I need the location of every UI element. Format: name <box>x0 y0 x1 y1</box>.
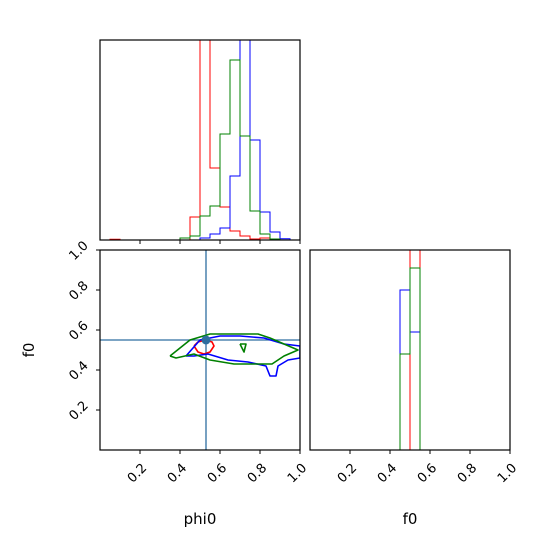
contour-frame <box>99 249 301 451</box>
contour-1 <box>193 339 215 355</box>
contour-x-tick-label-2: 0.4 <box>165 461 190 486</box>
contour-y-tick-label-1: 0.2 <box>66 398 91 423</box>
phi0-histogram-frame <box>99 39 301 241</box>
contour-4 <box>239 343 247 353</box>
phi0-histogram-ticks <box>139 240 301 244</box>
x-axis-title-f0: f0 <box>403 510 418 528</box>
contour-y-tick-label-2: 0.4 <box>66 358 91 383</box>
contour-marks <box>100 250 300 450</box>
f0-hist-series-3-step <box>310 267 510 450</box>
phi0-histogram-panel <box>99 39 301 244</box>
contour-y-tick-label-5: 1.0 <box>66 238 91 263</box>
f0-hist-x-tick-label-3: 0.6 <box>415 461 440 486</box>
contour-y-tick-label-4: 0.8 <box>66 278 91 303</box>
f0-hist-x-tick-label-5: 1.0 <box>495 461 520 486</box>
phi0-hist-series-1-step <box>100 40 300 240</box>
f0-histogram-frame <box>309 249 511 451</box>
phi0-hist-series-3-step <box>100 59 300 240</box>
contour-2 <box>185 335 300 377</box>
contour-3 <box>169 333 299 365</box>
contour-x-tick-label-5: 1.0 <box>285 461 310 486</box>
f0-hist-x-tick-label-1: 0.2 <box>335 461 360 486</box>
x-axis-title-phi0: phi0 <box>184 510 217 528</box>
phi0-hist-series-2-step <box>100 40 300 240</box>
truth-marker <box>201 335 211 345</box>
contour-x-tick-label-3: 0.6 <box>205 461 230 486</box>
f0-hist-x-tick-label-2: 0.4 <box>375 461 400 486</box>
y-axis-title-f0: f0 <box>20 343 38 358</box>
contour-x-tick-label-1: 0.2 <box>125 461 150 486</box>
f0-hist-x-tick-label-4: 0.8 <box>455 461 480 486</box>
f0-histogram-marks <box>310 250 510 450</box>
contour-x-tick-label-4: 0.8 <box>245 461 270 486</box>
f0-histogram-panel: 0.2 0.4 0.6 0.8 1.0 f0 <box>309 249 520 528</box>
contour-panel: 0.2 0.2 0.4 0.4 0.6 0.6 0.8 0.8 1.0 1.0 phi0 f0 <box>20 238 310 528</box>
phi0-histogram-marks <box>100 40 300 240</box>
contour-y-tick-label-3: 0.6 <box>66 318 91 343</box>
f0-histogram-ticks: 0.2 0.4 0.6 0.8 1.0 <box>335 450 520 486</box>
